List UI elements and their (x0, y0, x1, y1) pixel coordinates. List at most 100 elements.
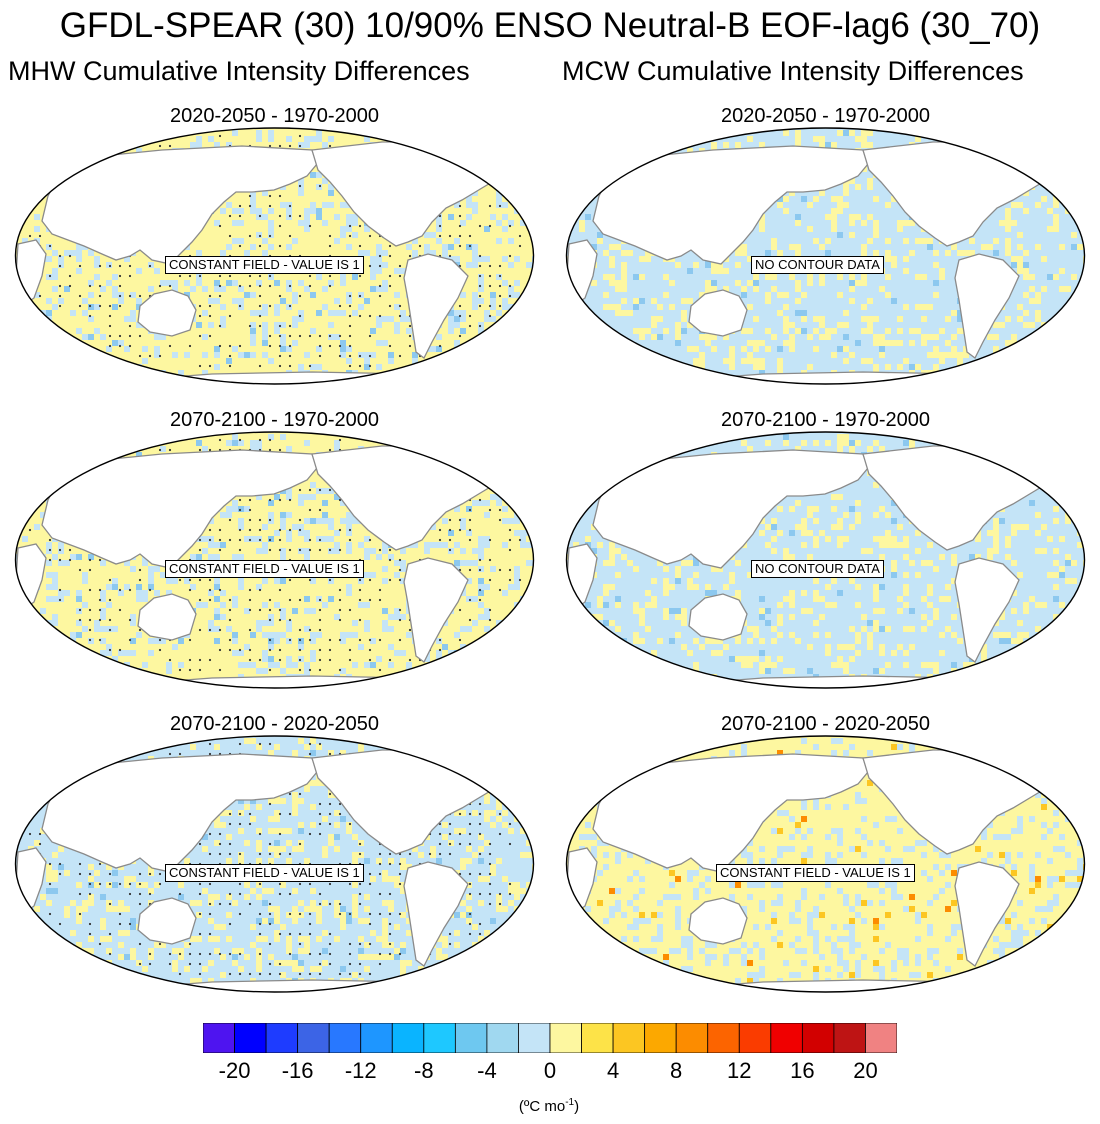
anomaly-cell (202, 334, 208, 340)
significance-dot (348, 224, 352, 228)
anomaly-cell (310, 208, 316, 214)
significance-dot (308, 334, 312, 338)
significance-dot (378, 264, 382, 268)
anomaly-cell (106, 262, 112, 268)
anomaly-cell (154, 566, 160, 572)
significance-dot (248, 538, 252, 542)
anomaly-cell (813, 620, 819, 626)
anomaly-cell (364, 358, 370, 364)
anomaly-cell (154, 942, 160, 948)
anomaly-cell (615, 596, 621, 602)
anomaly-cell (723, 334, 729, 340)
anomaly-cell (783, 196, 789, 202)
significance-dot (388, 284, 392, 288)
anomaly-cell (849, 274, 855, 280)
significance-dot (378, 314, 382, 318)
anomaly-cell (657, 638, 663, 644)
anomaly-cell (693, 358, 699, 364)
anomaly-cell (334, 440, 340, 446)
anomaly-cell (472, 202, 478, 208)
anomaly-cell (472, 560, 478, 566)
anomaly-cell (502, 906, 508, 912)
anomaly-cell (280, 548, 286, 554)
anomaly-cell (184, 858, 190, 864)
significance-dot (278, 618, 282, 622)
anomaly-cell (346, 346, 352, 352)
anomaly-cell (340, 966, 346, 972)
significance-dot (148, 264, 152, 268)
anomaly-cell (1053, 274, 1059, 280)
significance-dot (288, 528, 292, 532)
anomaly-cell (615, 286, 621, 292)
anomaly-cell (70, 930, 76, 936)
anomaly-cell (478, 584, 484, 590)
anomaly-cell (861, 328, 867, 334)
anomaly-cell (214, 578, 220, 584)
significance-dot (288, 304, 292, 308)
anomaly-cell (292, 298, 298, 304)
anomaly-cell (645, 626, 651, 632)
anomaly-cell (352, 834, 358, 840)
significance-dot (288, 548, 292, 552)
anomaly-cell (765, 656, 771, 662)
anomaly-cell (1023, 602, 1029, 608)
significance-dot (358, 274, 362, 278)
anomaly-cell (118, 954, 124, 960)
anomaly-cell (735, 560, 741, 566)
anomaly-cell (238, 286, 244, 292)
anomaly-cell (88, 638, 94, 644)
anomaly-cell (70, 310, 76, 316)
anomaly-cell (376, 244, 382, 250)
anomaly-cell (825, 632, 831, 638)
anomaly-cell (118, 292, 124, 298)
anomaly-cell (298, 798, 304, 804)
anomaly-cell (1011, 524, 1017, 530)
anomaly-cell (508, 888, 514, 894)
significance-dot (478, 324, 482, 328)
anomaly-cell (831, 352, 837, 358)
significance-dot (228, 892, 232, 896)
anomaly-cell (927, 560, 933, 566)
anomaly-cell (867, 446, 873, 452)
anomaly-cell (921, 614, 927, 620)
anomaly-cell (148, 954, 154, 960)
anomaly-cell (813, 632, 819, 638)
significance-dot (348, 648, 352, 652)
significance-dot (318, 618, 322, 622)
anomaly-cell (783, 548, 789, 554)
anomaly-cell (855, 340, 861, 346)
significance-dot (208, 628, 212, 632)
anomaly-cell (663, 566, 669, 572)
anomaly-cell (1011, 560, 1017, 566)
anomaly-cell (472, 596, 478, 602)
anomaly-cell (148, 638, 154, 644)
anomaly-cell (58, 262, 64, 268)
anomaly-cell (358, 954, 364, 960)
anomaly-cell (951, 578, 957, 584)
anomaly-cell (382, 930, 388, 936)
significance-dot (278, 448, 282, 452)
anomaly-cell (196, 936, 202, 942)
anomaly-cell (903, 572, 909, 578)
significance-dot (188, 274, 192, 278)
anomaly-cell (789, 190, 795, 196)
significance-dot (468, 892, 472, 896)
significance-dot (68, 274, 72, 278)
anomaly-cell (909, 364, 915, 370)
anomaly-cell (370, 876, 376, 882)
anomaly-cell (484, 536, 490, 542)
anomaly-cell (879, 608, 885, 614)
anomaly-cell (801, 196, 807, 202)
anomaly-cell (310, 608, 316, 614)
anomaly-cell (873, 220, 879, 226)
anomaly-cell (328, 578, 334, 584)
anomaly-cell (897, 340, 903, 346)
anomaly-cell (250, 632, 256, 638)
anomaly-cell (364, 352, 370, 358)
anomaly-cell (765, 668, 771, 674)
significance-dot (328, 234, 332, 238)
significance-dot (458, 812, 462, 816)
anomaly-cell (262, 214, 268, 220)
anomaly-cell (891, 566, 897, 572)
anomaly-cell (322, 286, 328, 292)
